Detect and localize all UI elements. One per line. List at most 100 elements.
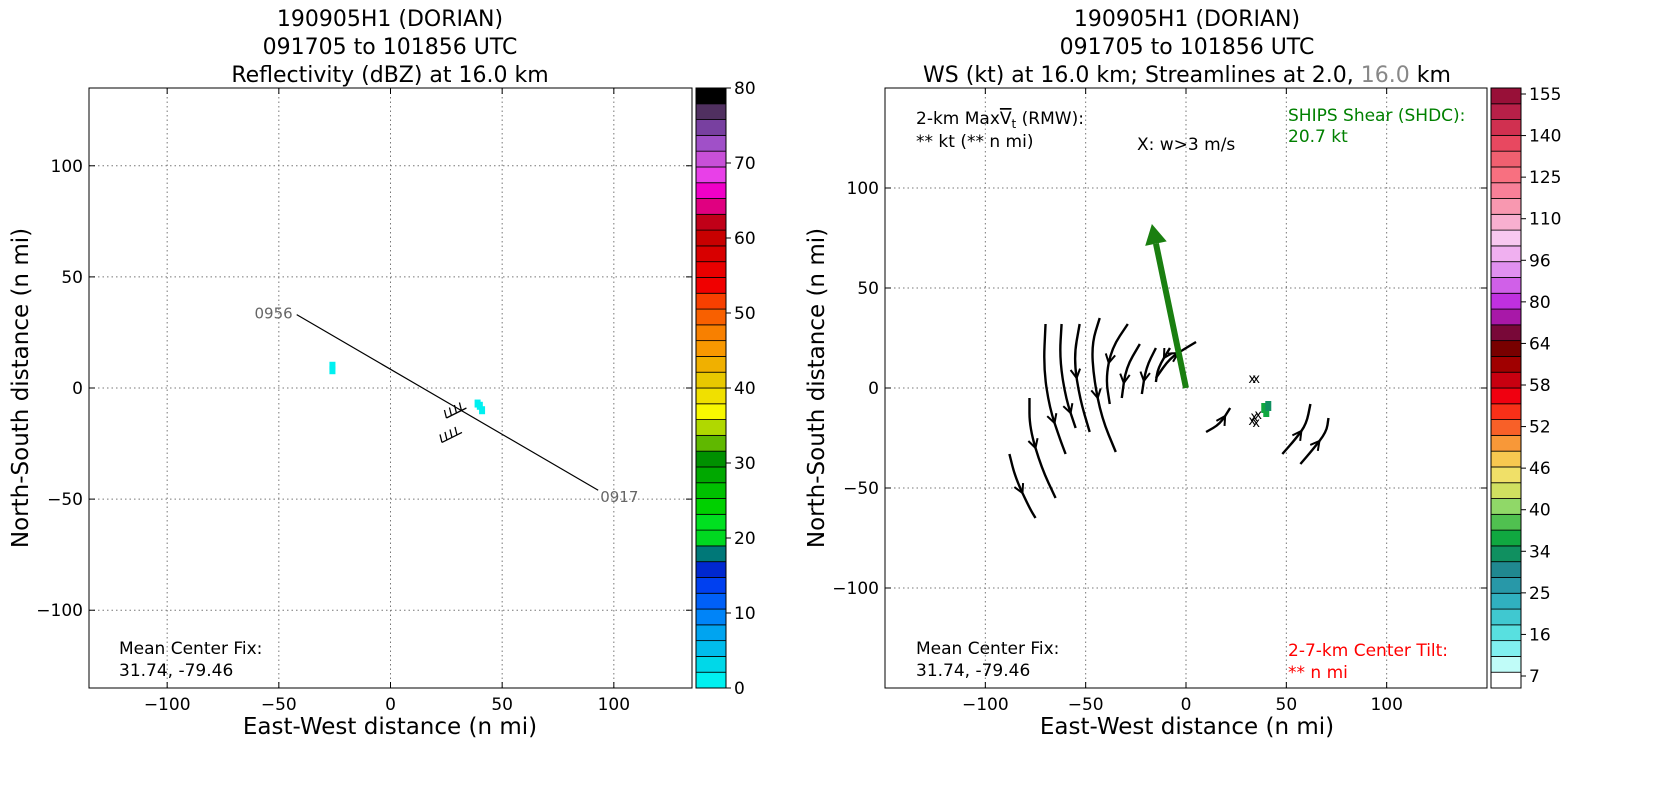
right-colorbar-segment (1490, 292, 1522, 310)
left-colorbar-segment (695, 356, 727, 373)
right-colorbar-tick-label: 125 (1529, 168, 1561, 188)
left-ylabel: North-South distance (n mi) (8, 228, 34, 548)
right-xtick-label: −100 (962, 695, 1009, 715)
right-colorbar-segment (1490, 387, 1522, 405)
left-colorbar-segment (695, 134, 727, 152)
flight-track-line (296, 314, 599, 491)
right-colorbar-segment (1490, 482, 1522, 499)
streamlines (1008, 317, 1330, 519)
streamline-arrowhead (1027, 438, 1039, 450)
left-colorbar-segment (695, 577, 727, 594)
right-xlabel: East-West distance (n mi) (1040, 714, 1334, 740)
left-ytick-label: −100 (36, 601, 83, 621)
right-ytick-label: 100 (847, 179, 879, 199)
streamline-arrowhead (1119, 373, 1131, 386)
left-colorbar-segment (695, 324, 727, 342)
streamline (1281, 403, 1312, 455)
left-ytick-label: 0 (72, 379, 83, 399)
left-center-fix-label: Mean Center Fix: (119, 639, 262, 659)
right-colorbar-segment (1490, 450, 1522, 468)
right-colorbar-tick-label: 34 (1529, 542, 1551, 562)
wind-barb-flag (439, 434, 443, 443)
right-title-prefix: WS (kt) at 16.0 km; Streamlines at 2.0, (923, 63, 1361, 88)
maxvt-symbol: V (1000, 109, 1012, 129)
left-colorbar-segment (695, 592, 727, 610)
streamline (1008, 453, 1037, 519)
right-title-line2: 091705 to 101856 UTC (1060, 35, 1315, 60)
left-colorbar-segment (695, 624, 727, 642)
left-xtick-label: 50 (491, 695, 513, 715)
right-xtick-label: −50 (1068, 695, 1104, 715)
left-title-line1: 190905H1 (DORIAN) (277, 7, 503, 32)
left-colorbar-segment (695, 245, 727, 263)
right-colorbar-tick-label: 80 (1529, 293, 1551, 313)
right-xtick-label: 100 (1370, 695, 1402, 715)
streamline (1043, 323, 1067, 455)
right-colorbar-segment (1490, 356, 1522, 373)
wind-speed-point (1263, 407, 1270, 417)
left-ytick-label: 50 (61, 268, 83, 288)
reflectivity-point (479, 406, 486, 415)
streamline-arrowhead (1309, 439, 1321, 452)
right-colorbar: 7 16 25 34 40 46 52 58 64 80 96 110 125 140 155 (1490, 85, 1561, 689)
left-colorbar-segment (695, 545, 727, 563)
maxvt-prefix: 2-km Max (916, 109, 1000, 129)
right-colorbar-tick-label: 96 (1529, 251, 1551, 271)
left-colorbar-segment (695, 103, 727, 120)
wind-barb-flag (443, 409, 448, 419)
left-colorbar-segment (695, 371, 727, 389)
right-title-highlight: 16.0 (1361, 63, 1410, 88)
left-colorbar-segment (695, 466, 727, 484)
right-center-fix-label: Mean Center Fix: (916, 639, 1059, 659)
right-colorbar-segment (1490, 103, 1522, 120)
right-colorbar-tick-label: 155 (1529, 85, 1561, 105)
right-colorbar-segment (1490, 198, 1522, 215)
right-colorbar-segment (1490, 261, 1522, 278)
right-colorbar-segment (1490, 340, 1522, 357)
right-colorbar-frame (1490, 87, 1522, 689)
left-colorbar-segment (695, 450, 727, 468)
streamline (1140, 347, 1157, 395)
shear-arrow-head (1145, 224, 1167, 246)
streamline (1091, 317, 1117, 453)
left-colorbar-segment (695, 308, 727, 326)
maxvt-suffix: (RMW): (1016, 109, 1084, 129)
wind-barbs (439, 402, 467, 444)
w-marker: x (1250, 410, 1258, 425)
shear-arrow-shaft (1153, 242, 1189, 389)
left-colorbar-segment (695, 608, 727, 626)
right-ytick-label: 0 (868, 379, 879, 399)
right-colorbar-tick-label: 64 (1529, 334, 1551, 354)
left-colorbar-segment (695, 403, 727, 420)
reflectivity-panel: 190905H1 (DORIAN) 091705 to 101856 UTC R… (8, 7, 756, 740)
wind-speed-panel: 190905H1 (DORIAN) 091705 to 101856 UTC W… (804, 7, 1561, 740)
left-colorbar-tick-label: 70 (734, 154, 756, 174)
right-colorbar-segment (1490, 545, 1522, 563)
right-colorbar-tick-label: 110 (1529, 210, 1561, 230)
right-grid (885, 88, 1487, 688)
left-center-fix-value: 31.74, -79.46 (119, 661, 233, 681)
left-colorbar-segment (695, 182, 727, 199)
right-ytick-label: 50 (857, 279, 879, 299)
left-colorbar-segment (695, 340, 727, 357)
right-colorbar-segment (1490, 498, 1522, 515)
w-marker: x (1248, 372, 1256, 387)
right-colorbar-segment (1490, 592, 1522, 610)
right-colorbar-segment (1490, 166, 1522, 184)
left-colorbar-segment (695, 292, 727, 310)
center-tilt-label: 2-7-km Center Tilt: (1288, 641, 1448, 661)
right-colorbar-tick-label: 40 (1529, 501, 1551, 521)
streamline-arrowhead (1013, 482, 1025, 495)
w-marker: x (1252, 372, 1260, 387)
streamline (1073, 323, 1091, 433)
left-title-line2: 091705 to 101856 UTC (263, 35, 518, 60)
left-colorbar-segment (695, 482, 727, 499)
left-colorbar-tick-label: 30 (734, 454, 756, 474)
right-colorbar-segment (1490, 419, 1522, 436)
right-ylabel: North-South distance (n mi) (804, 228, 830, 548)
maxvt-sub: t (1012, 117, 1017, 131)
right-colorbar-segment (1490, 245, 1522, 263)
left-xtick-label: 0 (385, 695, 396, 715)
left-colorbar-tick-label: 20 (734, 529, 756, 549)
left-xlabel: East-West distance (n mi) (243, 714, 537, 740)
